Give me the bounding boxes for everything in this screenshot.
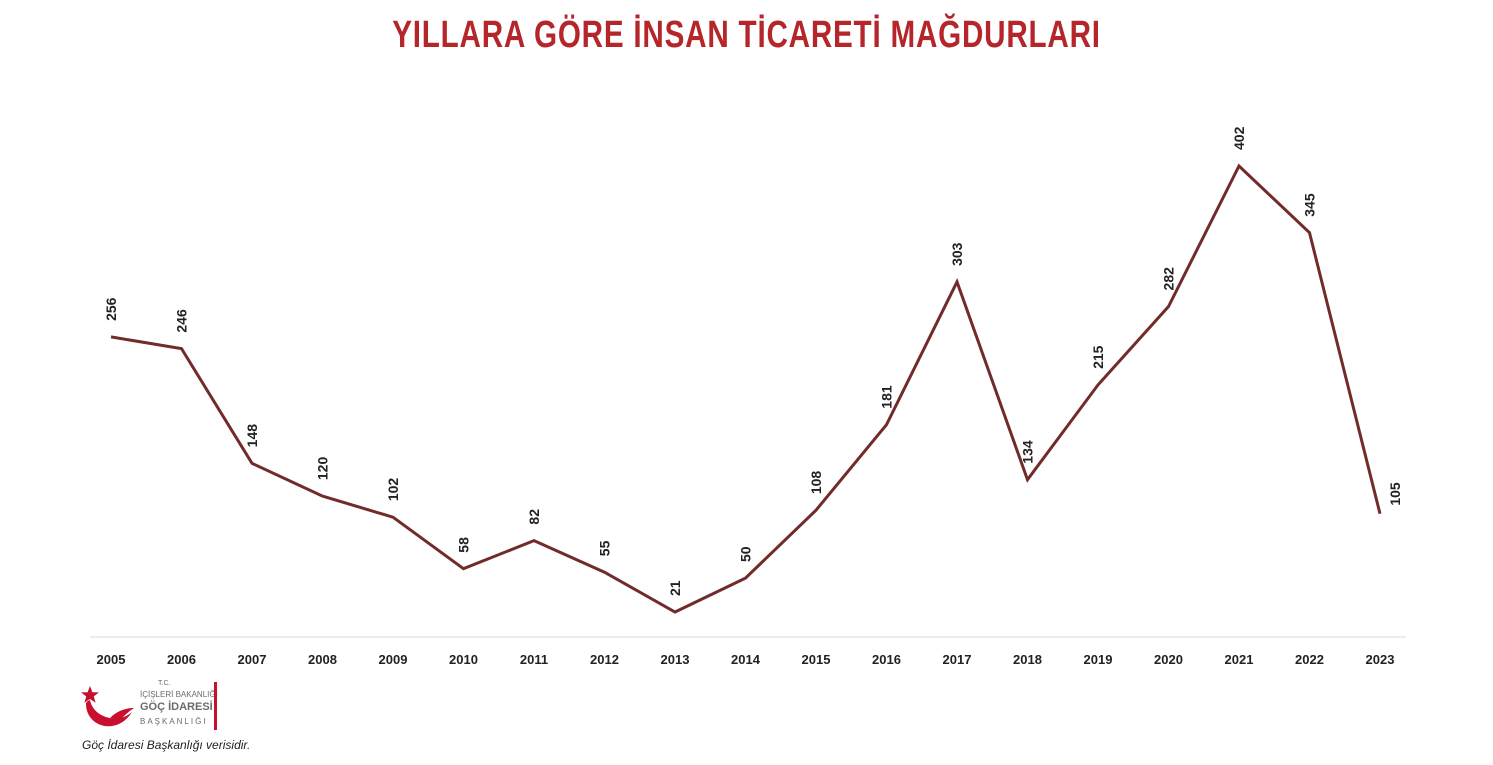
data-label-2007: 148 — [244, 424, 260, 448]
x-tick-label-2021: 2021 — [1225, 652, 1254, 667]
x-tick-label-2020: 2020 — [1154, 652, 1183, 667]
data-label-2021: 402 — [1231, 126, 1247, 150]
x-tick-labels: 2005 2006 2007 2008 2009 2010 2011 2012 2013 2014… — [97, 652, 1395, 667]
x-tick-label-2016: 2016 — [872, 652, 901, 667]
data-label-2015: 108 — [808, 471, 824, 495]
crescent-star-icon — [81, 686, 134, 727]
data-label-2011: 82 — [526, 509, 542, 525]
x-tick-label-2006: 2006 — [167, 652, 196, 667]
x-tick-label-2014: 2014 — [731, 652, 761, 667]
data-label-2010: 58 — [456, 537, 472, 553]
data-label-2022: 345 — [1302, 193, 1318, 217]
logo-ministry-text: İÇİŞLERİ BAKANLIĞI — [140, 690, 218, 699]
x-tick-label-2012: 2012 — [590, 652, 619, 667]
goc-idaresi-logo: T.C. İÇİŞLERİ BAKANLIĞI GÖÇ İDARESİ BAŞK… — [80, 680, 230, 732]
line-chart: 2005 2006 2007 2008 2009 2010 2011 2012 2013 2014… — [90, 126, 1406, 667]
data-label-2009: 102 — [385, 478, 401, 502]
chart-title: YILLARA GÖRE İNSAN TİCARETİ MAĞDURLARI — [392, 14, 1101, 56]
x-tick-label-2009: 2009 — [379, 652, 408, 667]
x-tick-label-2017: 2017 — [943, 652, 972, 667]
data-label-2014: 50 — [738, 546, 754, 562]
data-label-2020: 282 — [1161, 267, 1177, 291]
data-label-2023: 105 — [1387, 482, 1403, 506]
data-label-2006: 246 — [174, 309, 190, 333]
x-tick-label-2011: 2011 — [520, 652, 548, 667]
data-label-2017: 303 — [949, 242, 965, 266]
x-tick-label-2023: 2023 — [1366, 652, 1395, 667]
series-line — [110, 163, 1382, 614]
logo-presidency-text: BAŞKANLIĞI — [140, 717, 208, 726]
x-tick-label-2008: 2008 — [308, 652, 337, 667]
data-label-2019: 215 — [1090, 345, 1106, 369]
logo-agency-text: GÖÇ İDARESİ — [140, 701, 213, 713]
data-labels: 256 246 148 120 102 58 82 55 21 50 108 181 303 134 215… — [103, 126, 1403, 596]
x-tick-label-2018: 2018 — [1013, 652, 1042, 667]
x-tick-label-2013: 2013 — [661, 652, 690, 667]
x-tick-label-2005: 2005 — [97, 652, 126, 667]
data-label-2005: 256 — [103, 297, 119, 321]
data-label-2018: 134 — [1020, 440, 1036, 464]
x-tick-label-2007: 2007 — [238, 652, 267, 667]
logo-divider-bar — [214, 682, 217, 730]
data-label-2008: 120 — [315, 457, 331, 481]
x-tick-label-2022: 2022 — [1295, 652, 1324, 667]
x-tick-label-2010: 2010 — [449, 652, 478, 667]
source-note: Göç İdaresi Başkanlığı verisidir. — [82, 738, 251, 752]
data-label-2012: 55 — [597, 540, 613, 556]
logo-tc-text: T.C. — [158, 680, 171, 687]
data-label-2016: 181 — [879, 385, 895, 409]
x-tick-label-2019: 2019 — [1084, 652, 1113, 667]
x-tick-label-2015: 2015 — [802, 652, 831, 667]
data-label-2013: 21 — [667, 580, 683, 596]
